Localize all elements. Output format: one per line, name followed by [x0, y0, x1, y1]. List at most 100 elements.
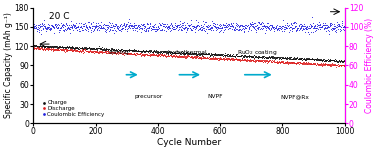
Point [52, 48, 58, 51]
Point [340, 64, 346, 66]
Point [39, 47, 45, 50]
Point [54, 45, 60, 48]
Point [238, 59, 244, 61]
Point [94, 29, 100, 31]
Point [125, 49, 131, 51]
Point [215, 53, 221, 56]
Point [78, 26, 84, 28]
Point [187, 56, 193, 58]
Point [110, 51, 116, 53]
Point [42, 47, 48, 50]
Point [173, 25, 179, 28]
Point [79, 50, 85, 53]
Point [70, 23, 76, 26]
Point [307, 62, 313, 65]
Point [230, 57, 236, 59]
Point [332, 60, 338, 62]
Point [111, 51, 117, 54]
Point [189, 55, 195, 57]
Point [318, 26, 324, 29]
Point [51, 32, 57, 34]
Point [147, 24, 153, 27]
Point [317, 64, 323, 67]
Point [172, 24, 178, 26]
Point [98, 48, 104, 50]
Point [311, 62, 318, 64]
Point [99, 51, 105, 54]
Point [79, 48, 85, 51]
Point [57, 48, 63, 51]
Point [199, 55, 205, 58]
Point [113, 52, 119, 55]
Point [126, 48, 132, 51]
Point [266, 27, 272, 29]
Point [266, 56, 272, 58]
Point [161, 54, 167, 56]
Point [216, 58, 222, 60]
Point [52, 48, 58, 51]
Point [56, 48, 62, 51]
Point [247, 59, 253, 61]
Point [87, 48, 93, 50]
Point [185, 52, 191, 55]
Point [276, 28, 282, 30]
Point [211, 53, 217, 55]
Point [309, 63, 315, 65]
Point [314, 62, 320, 64]
Point [231, 58, 237, 61]
Point [37, 48, 43, 50]
Point [237, 28, 243, 30]
Point [187, 53, 193, 55]
Point [242, 54, 248, 57]
Point [84, 26, 90, 28]
Point [225, 57, 231, 59]
Point [187, 28, 194, 31]
Point [318, 59, 324, 62]
Point [135, 49, 141, 51]
Point [46, 46, 52, 49]
Point [155, 54, 161, 56]
Point [31, 44, 37, 47]
Point [70, 24, 76, 27]
Point [219, 54, 225, 57]
Point [32, 24, 38, 27]
Point [134, 52, 140, 54]
Point [239, 24, 245, 27]
Point [278, 28, 284, 30]
Point [37, 22, 43, 25]
Point [284, 21, 290, 24]
Point [220, 31, 226, 34]
Point [93, 50, 99, 52]
Point [42, 26, 48, 28]
Point [249, 56, 255, 58]
Point [177, 26, 183, 29]
Point [53, 25, 59, 28]
Point [76, 28, 82, 30]
Point [164, 50, 170, 53]
Point [268, 27, 274, 30]
Point [141, 25, 147, 27]
Point [89, 50, 95, 52]
Point [333, 29, 339, 31]
Point [165, 26, 171, 28]
Point [162, 55, 168, 57]
Point [297, 57, 304, 60]
Point [32, 45, 38, 47]
Point [187, 27, 193, 29]
Point [60, 23, 66, 26]
Point [108, 26, 115, 28]
Point [112, 51, 118, 53]
Point [256, 60, 262, 63]
Point [264, 26, 270, 29]
Point [185, 26, 191, 29]
Point [318, 62, 324, 64]
Point [287, 26, 293, 28]
Point [297, 62, 303, 65]
Point [124, 49, 130, 52]
Point [206, 52, 212, 55]
Point [289, 58, 295, 60]
Point [198, 58, 204, 61]
Point [290, 61, 296, 64]
Point [63, 49, 69, 51]
Point [170, 52, 176, 54]
